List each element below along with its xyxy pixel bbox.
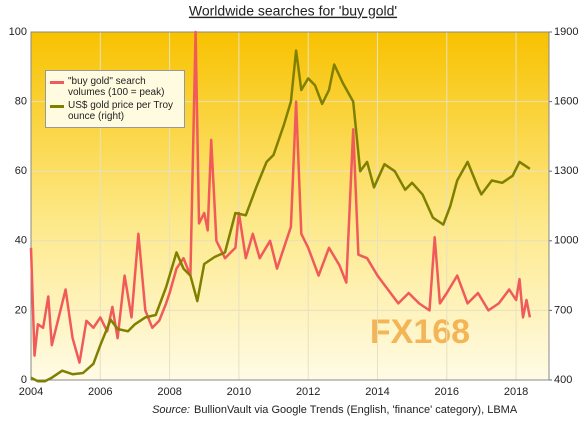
y-tick-label: 100 [9,26,27,38]
x-tick-label: 2018 [504,386,528,398]
x-tick-label: 2004 [19,386,43,398]
x-tick-label: 2012 [296,386,320,398]
legend-label: US$ gold price per Troy ounce (right) [68,100,174,122]
legend: "buy gold" search volumes (100 = peak) US… [45,70,185,128]
legend-item: "buy gold" search volumes (100 = peak) [50,76,180,98]
series-line [29,30,532,364]
y2-tick-label: 1000 [554,235,578,247]
chart-title: Worldwide searches for 'buy gold' [189,3,397,19]
y-tick-label: 80 [15,96,27,108]
y2-tick-label: 1900 [554,26,578,38]
y2-tick-label: 1600 [554,96,578,108]
watermark: FX168 [370,313,470,351]
x-tick-label: 2014 [365,386,389,398]
y2-tick-label: 700 [554,304,572,316]
x-tick-label: 2016 [435,386,459,398]
plot-border [30,31,550,381]
y-tick-label: 40 [15,235,27,247]
y2-tick-label: 400 [554,374,572,386]
y-tick-label: 0 [21,374,27,386]
legend-label: "buy gold" search volumes (100 = peak) [68,76,165,98]
x-tick-label: 2010 [227,386,251,398]
series-line [30,49,531,383]
source-label: Source: [152,404,190,416]
x-tick-label: 2006 [88,386,112,398]
y-tick-label: 20 [15,304,27,316]
y-tick-label: 60 [15,165,27,177]
y2-tick-label: 1300 [554,165,578,177]
source-text: BullionVault via Google Trends (English,… [194,404,518,416]
legend-item: US$ gold price per Troy ounce (right) [50,100,180,122]
legend-swatch [50,81,64,84]
legend-swatch [50,105,64,108]
x-tick-label: 2008 [157,386,181,398]
